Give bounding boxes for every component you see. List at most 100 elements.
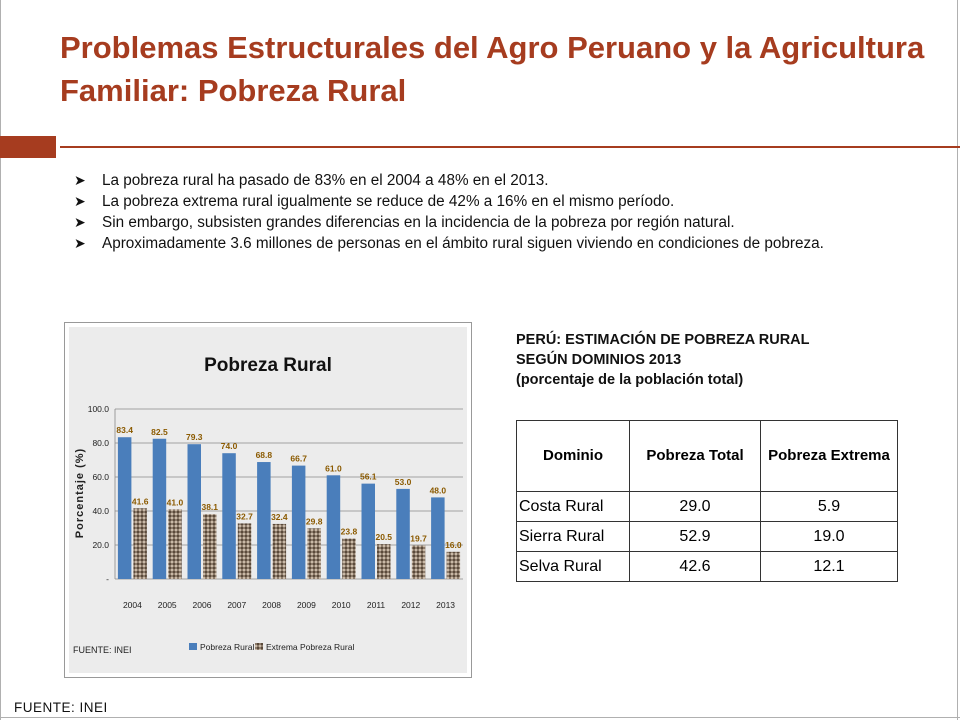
poverty-domain-table: Dominio Pobreza Total Pobreza Extrema Co… [516,420,898,582]
bar-pobreza-rural [431,497,445,579]
table-caption-line: PERÚ: ESTIMACIÓN DE POBREZA RURAL [516,332,810,348]
bar-value-label: 20.5 [375,532,392,542]
bar-pobreza-rural [152,438,167,579]
table-header-row: Dominio Pobreza Total Pobreza Extrema [516,420,898,492]
bar-value-label: 19.7 [410,534,427,544]
bar-value-label: 74.0 [221,441,238,451]
table-cell-extrema: 5.9 [760,491,898,522]
bar-pobreza-rural [326,475,341,579]
slide-frame-right [957,0,958,720]
x-tick-label: 2012 [401,600,420,610]
legend-label-extrema: Extrema Pobreza Rural [266,642,354,652]
bar-value-label: 48.0 [430,485,447,495]
table-cell-total: 42.6 [629,551,761,582]
table-cell-extrema: 19.0 [760,521,898,552]
x-tick-label: 2011 [367,600,386,610]
x-tick-label: 2008 [262,600,281,610]
table-cell-total: 52.9 [629,521,761,552]
bar-pobreza-rural [257,462,271,579]
x-tick-label: 2010 [332,600,351,610]
slide-frame-bottom [0,717,960,718]
bar-value-label: 61.0 [325,463,342,473]
bar-pobreza-rural [361,483,375,579]
y-tick-label: 20.0 [92,540,109,550]
bar-value-label: 66.7 [290,454,307,464]
bar-extrema-pobreza-rural [377,544,391,579]
bullet-text: Aproximadamente 3.6 millones de personas… [102,235,824,252]
x-tick-label: 2013 [436,600,455,610]
bar-value-label: 29.8 [306,516,323,526]
legend-label-pobreza-rural: Pobreza Rural [200,642,254,652]
bar-value-label: 16.0 [445,540,462,550]
arrowhead-bullet-icon: ➤ [74,172,86,188]
y-tick-label: - [106,574,109,584]
slide-title: Problemas Estructurales del Agro Peruano… [60,30,925,108]
x-tick-label: 2004 [123,600,142,610]
bar-extrema-pobreza-rural [203,514,217,579]
bar-pobreza-rural [222,453,236,579]
bar-value-label: 53.0 [395,477,412,487]
bar-extrema-pobreza-rural [237,523,252,579]
legend-swatch-pobreza-rural [189,643,197,650]
bar-pobreza-rural [187,444,201,579]
bar-extrema-pobreza-rural [272,523,287,579]
bullet-text: Sin embargo, subsisten grandes diferenci… [102,214,735,231]
table-caption: PERÚ: ESTIMACIÓN DE POBREZA RURAL SEGÚN … [516,330,936,390]
bar-pobreza-rural [291,465,306,579]
slide-source-footer: FUENTE: INEI [14,700,108,715]
column-header-dominio: Dominio [516,420,630,492]
arrowhead-bullet-icon: ➤ [74,193,86,209]
x-tick-label: 2009 [297,600,316,610]
x-tick-label: 2007 [227,600,246,610]
title-rule [60,146,960,148]
arrowhead-bullet-icon: ➤ [74,235,86,251]
bullet-item: ➤ Sin embargo, subsisten grandes diferenc… [74,212,894,233]
chart-title: Pobreza Rural [204,355,332,376]
y-tick-label: 40.0 [92,506,109,516]
bullet-item: ➤ La pobreza extrema rural igualmente se … [74,191,894,212]
bar-value-label: 41.6 [132,496,149,506]
y-tick-label: 100.0 [88,404,110,414]
bar-value-label: 56.1 [360,472,377,482]
bar-value-label: 32.4 [271,512,288,522]
table-cell-dominio: Selva Rural [516,551,630,582]
bar-value-label: 82.5 [151,427,168,437]
bar-extrema-pobreza-rural [411,545,426,579]
bar-extrema-pobreza-rural [133,508,147,579]
table-row: Selva Rural 42.6 12.1 [516,551,898,582]
bullet-text: La pobreza extrema rural igualmente se r… [102,193,675,210]
legend-swatch-extrema [255,643,263,650]
bar-value-label: 32.7 [236,511,253,521]
poverty-chart-svg: Pobreza Rural Porcentaje (%) 100.0 80.0 60… [69,327,467,673]
bar-pobreza-rural [117,437,132,579]
table-cell-total: 29.0 [629,491,761,522]
bullet-list: ➤ La pobreza rural ha pasado de 83% en el… [74,170,894,254]
bullet-text: La pobreza rural ha pasado de 83% en el … [102,172,549,189]
bar-extrema-pobreza-rural [446,551,461,579]
table-caption-line: SEGÚN DOMINIOS 2013 [516,352,682,368]
slide-frame-left [0,0,1,720]
y-tick-label: 60.0 [92,472,109,482]
table-row: Costa Rural 29.0 5.9 [516,491,898,522]
bar-extrema-pobreza-rural [342,538,356,579]
table-row: Sierra Rural 52.9 19.0 [516,521,898,552]
bar-extrema-pobreza-rural [307,528,321,579]
table-cell-dominio: Costa Rural [516,491,630,522]
bar-value-label: 83.4 [116,425,133,435]
bar-value-label: 23.8 [341,527,358,537]
bar-value-label: 79.3 [186,432,203,442]
table-cell-extrema: 12.1 [760,551,898,582]
y-tick-label: 80.0 [92,438,109,448]
chart-source: FUENTE: INEI [73,645,132,655]
table-cell-dominio: Sierra Rural [516,521,630,552]
y-axis-label: Porcentaje (%) [74,448,86,538]
bullet-item: ➤ La pobreza rural ha pasado de 83% en el… [74,170,894,191]
bar-value-label: 68.8 [256,450,273,460]
title-accent-bar [0,136,56,158]
poverty-chart: Pobreza Rural Porcentaje (%) 100.0 80.0 60… [64,322,472,678]
bar-value-label: 41.0 [167,497,184,507]
x-tick-label: 2006 [193,600,212,610]
bullet-item: ➤ Aproximadamente 3.6 millones de persona… [74,233,894,254]
table-caption-line: (porcentaje de la población total) [516,372,744,388]
bar-value-label: 38.1 [201,502,218,512]
